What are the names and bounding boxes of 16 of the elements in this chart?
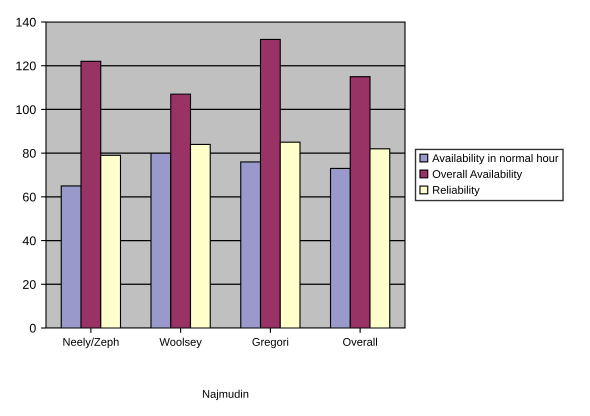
y-tick-label: 20: [23, 280, 36, 289]
y-tick-label: 80: [22, 148, 36, 158]
y-tick-label: 100: [16, 105, 36, 114]
y-tick-label: 60: [23, 192, 36, 202]
x-axis-title: Najmudin: [202, 390, 248, 400]
y-tick-label: 140: [16, 18, 36, 27]
y-tick-label: 120: [16, 62, 36, 70]
legend-label: Reliability: [433, 186, 480, 196]
x-tick-label: Woolsey: [159, 338, 202, 348]
legend-label: Overall Availability: [432, 170, 522, 180]
x-tick-label: Overall: [343, 338, 377, 346]
y-tick-label: 40: [22, 236, 36, 246]
legend-label: Availability in normal hour: [432, 154, 558, 164]
x-tick-label: Neely/Zeph: [63, 338, 119, 348]
x-tick-label: Gregori: [252, 338, 288, 348]
y-tick-label: 0: [30, 324, 36, 333]
